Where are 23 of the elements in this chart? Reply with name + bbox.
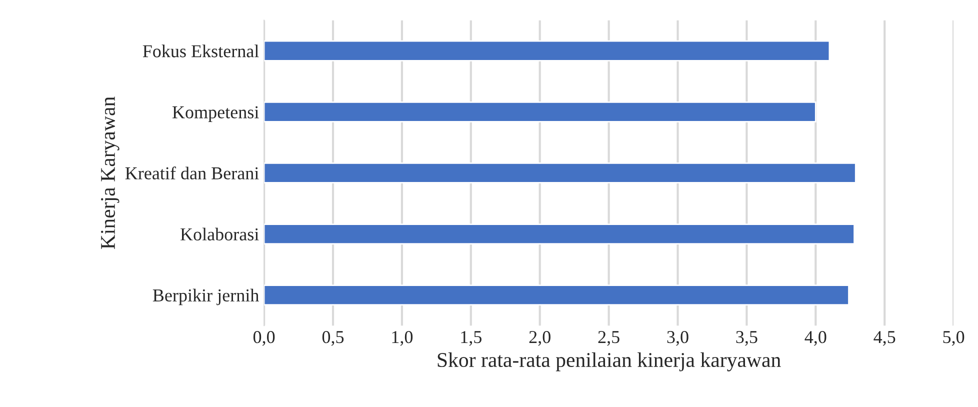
x-tick-label: 1,0 [392, 330, 413, 346]
x-tick-label: 1,5 [461, 331, 482, 346]
x-tick-label: 5,0 [943, 330, 964, 346]
x-tick-label: 3,5 [736, 331, 758, 346]
bar [264, 284, 850, 306]
bar [264, 224, 855, 244]
x-tick-label: 2,0 [529, 330, 550, 346]
y-tick-label: Kompetensi [172, 106, 259, 122]
x-axis-title: Skor rata-rata penilaian kinerja karyawan [438, 352, 781, 372]
x-tick-label: 4,5 [874, 331, 896, 346]
x-tick-label: 0,0 [253, 330, 275, 346]
y-tick-label: Fokus Eksternal [142, 44, 259, 58]
bar [264, 101, 816, 122]
x-tick-label: 4,0 [804, 330, 826, 346]
bar [264, 40, 830, 62]
x-tick-label: 3,0 [667, 330, 688, 346]
y-tick-label: Kolaborasi [180, 228, 259, 240]
y-axis-title: Kinerja Karyawan [101, 96, 120, 250]
x-tick-label: 2,5 [598, 331, 620, 346]
x-tick-label: 0,5 [322, 330, 344, 346]
bar [264, 162, 856, 184]
y-tick-label: Berpikir jernih [152, 288, 259, 306]
y-tick-label: Kreatif dan Berani [125, 166, 259, 180]
